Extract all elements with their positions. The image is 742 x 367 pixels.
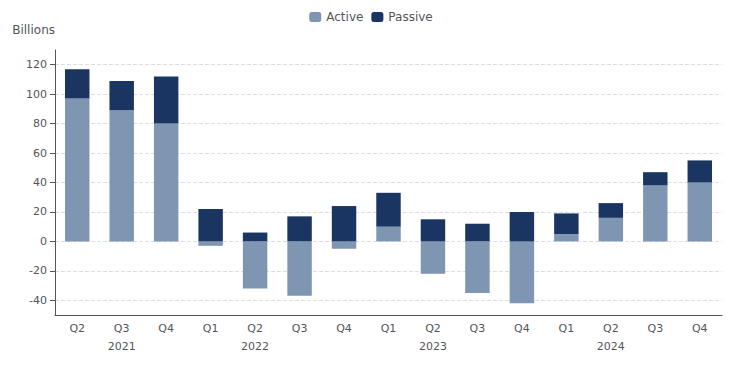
svg-text:Q1: Q1 — [381, 322, 397, 335]
svg-text:Q1: Q1 — [203, 322, 219, 335]
svg-text:Q3: Q3 — [647, 322, 663, 335]
svg-text:Q4: Q4 — [158, 322, 174, 335]
svg-text:Q2: Q2 — [69, 322, 85, 335]
svg-text:100: 100 — [26, 88, 47, 101]
svg-text:Q4: Q4 — [336, 322, 352, 335]
svg-text:2022: 2022 — [241, 340, 269, 353]
svg-text:0: 0 — [40, 235, 47, 248]
svg-text:Q4: Q4 — [692, 322, 708, 335]
svg-text:Q3: Q3 — [292, 322, 308, 335]
svg-text:20: 20 — [33, 205, 47, 218]
svg-text:Q4: Q4 — [514, 322, 530, 335]
svg-text:60: 60 — [33, 147, 47, 160]
svg-text:2021: 2021 — [108, 340, 136, 353]
svg-text:-40: -40 — [29, 294, 47, 307]
svg-text:2024: 2024 — [597, 340, 625, 353]
svg-text:-20: -20 — [29, 264, 47, 277]
svg-text:Billions: Billions — [12, 23, 55, 37]
svg-text:Passive: Passive — [388, 10, 432, 24]
svg-text:Q3: Q3 — [114, 322, 130, 335]
svg-text:40: 40 — [33, 176, 47, 189]
svg-text:2023: 2023 — [419, 340, 447, 353]
svg-text:Q2: Q2 — [603, 322, 619, 335]
svg-text:80: 80 — [33, 117, 47, 130]
svg-text:Q1: Q1 — [559, 322, 575, 335]
svg-text:Active: Active — [326, 10, 363, 24]
svg-text:Q3: Q3 — [470, 322, 486, 335]
svg-text:Q2: Q2 — [425, 322, 441, 335]
svg-text:120: 120 — [26, 58, 47, 71]
svg-text:Q2: Q2 — [247, 322, 263, 335]
